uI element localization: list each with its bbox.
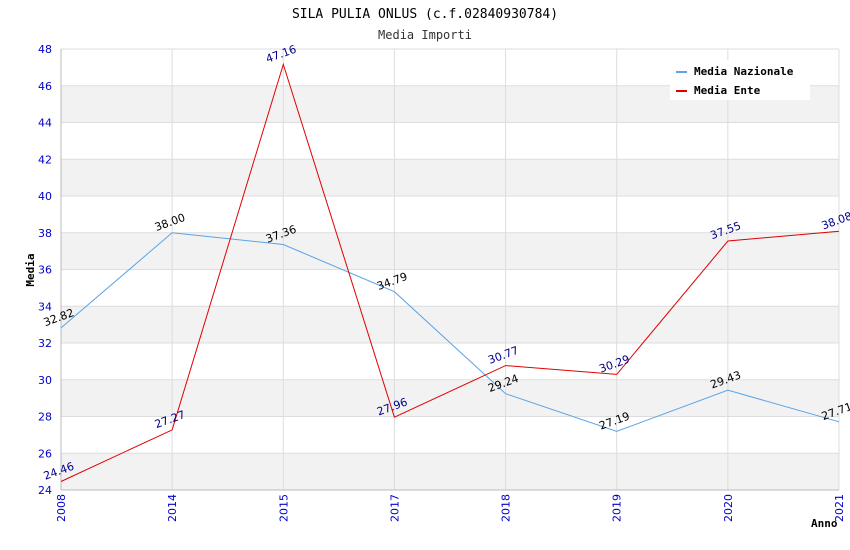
y-tick-label: 40 [38, 190, 52, 203]
data-label-media-nazionale: 38.00 [153, 211, 187, 234]
series-line-media-ente [60, 62, 840, 482]
x-axis-ticks: 2008 2014 2015 2017 2018 2019 2020 2021 [55, 494, 846, 522]
series-line-media-nazionale [60, 232, 840, 432]
y-tick-label: 34 [38, 300, 52, 313]
grid-band [61, 306, 839, 343]
legend: Media Nazionale Media Ente [670, 60, 810, 100]
data-label-media-ente: 30.29 [597, 353, 631, 376]
axes [60, 49, 839, 491]
data-label-media-ente: 38.08 [820, 209, 850, 232]
grid-bands [61, 85, 839, 490]
y-tick-label: 48 [38, 43, 52, 56]
grid-band [61, 453, 839, 490]
x-tick-label: 2017 [388, 494, 401, 522]
x-tick-label: 2014 [166, 494, 179, 522]
y-tick-label: 30 [38, 374, 52, 387]
series-lines [60, 62, 840, 482]
y-tick-label: 36 [38, 264, 52, 277]
y-tick-label: 32 [38, 337, 52, 350]
chart-title: SILA PULIA ONLUS (c.f.02840930784) [292, 7, 558, 22]
y-tick-label: 46 [38, 80, 52, 93]
y-axis-ticks: 24 26 28 30 32 34 36 38 40 42 44 46 48 [38, 43, 52, 497]
data-label-media-ente: 30.77 [486, 344, 520, 367]
y-tick-label: 24 [38, 484, 52, 497]
legend-label-media-nazionale: Media Nazionale [694, 65, 794, 78]
y-tick-label: 38 [38, 227, 52, 240]
x-tick-label: 2018 [500, 494, 513, 522]
grid-band [61, 379, 839, 417]
y-axis-label: Media [24, 253, 37, 286]
x-tick-label: 2008 [55, 494, 68, 522]
legend-box [670, 60, 810, 100]
y-tick-label: 26 [38, 447, 52, 460]
x-tick-label: 2020 [722, 494, 735, 522]
x-axis-label: Anno [811, 517, 838, 530]
y-tick-label: 44 [38, 117, 52, 130]
data-label-media-ente: 47.16 [264, 43, 298, 66]
x-tick-label: 2015 [277, 494, 290, 522]
grid-band [61, 159, 839, 196]
x-tick-label: 2019 [611, 494, 624, 522]
data-label-media-nazionale: 34.79 [375, 270, 409, 293]
y-tick-label: 42 [38, 153, 52, 166]
legend-label-media-ente: Media Ente [694, 84, 761, 97]
x-tick-label: 2021 [833, 494, 846, 522]
y-tick-label: 28 [38, 411, 52, 424]
chart-subtitle: Media Importi [378, 28, 472, 42]
